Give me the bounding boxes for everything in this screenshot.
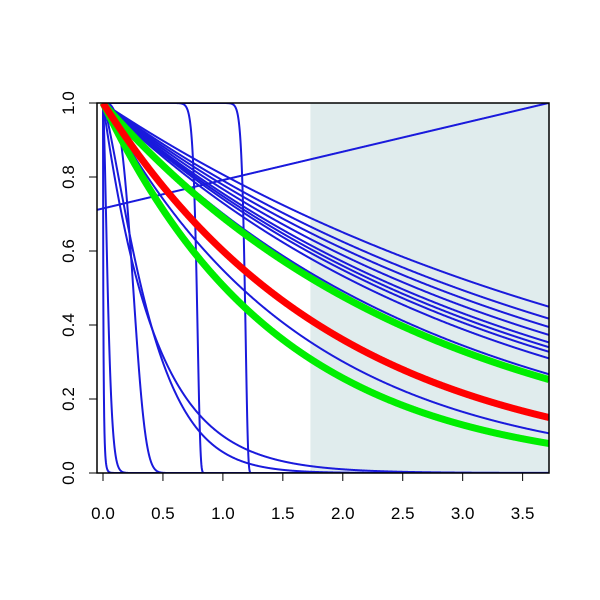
series-line-blue-2: [102, 103, 549, 328]
y-tick-label: 0.6: [59, 239, 78, 263]
y-tick-label: 0.8: [59, 165, 78, 189]
series-line-blue-4: [102, 103, 549, 344]
series-line-blue-7: [102, 103, 549, 360]
x-tick-label: 1.5: [271, 504, 295, 523]
y-tick-label: 0.0: [59, 461, 78, 485]
y-axis: 0.0 0.2 0.4 0.6 0.8 1.0: [59, 91, 98, 485]
series-line-blue-6: [102, 103, 549, 353]
x-tick-label: 1.0: [211, 504, 235, 523]
series-line-blue-17: [97, 103, 549, 211]
series-line-green-18: [99, 103, 549, 383]
x-tick-label: 0.5: [151, 504, 175, 523]
x-tick-label: 2.5: [391, 504, 415, 523]
series-line-green-19: [99, 103, 549, 447]
x-tick-label: 3.0: [451, 504, 475, 523]
x-tick-label: 2.0: [331, 504, 355, 523]
y-tick-label: 0.2: [59, 387, 78, 411]
x-tick-label: 0.0: [91, 504, 115, 523]
series-line-blue-5: [102, 103, 549, 349]
x-axis: 0.0 0.5 1.0 1.5 2.0 2.5 3.0 3.5: [91, 472, 535, 523]
x-tick-label: 3.5: [511, 504, 535, 523]
y-tick-label: 0.4: [59, 313, 78, 337]
series-line-blue-3: [102, 103, 549, 336]
series-line-red-20: [99, 103, 549, 421]
series-line-blue-1: [102, 103, 549, 320]
y-tick-label: 1.0: [59, 91, 78, 115]
series-line-blue-0: [102, 103, 549, 308]
series-line-blue-9: [102, 103, 549, 435]
